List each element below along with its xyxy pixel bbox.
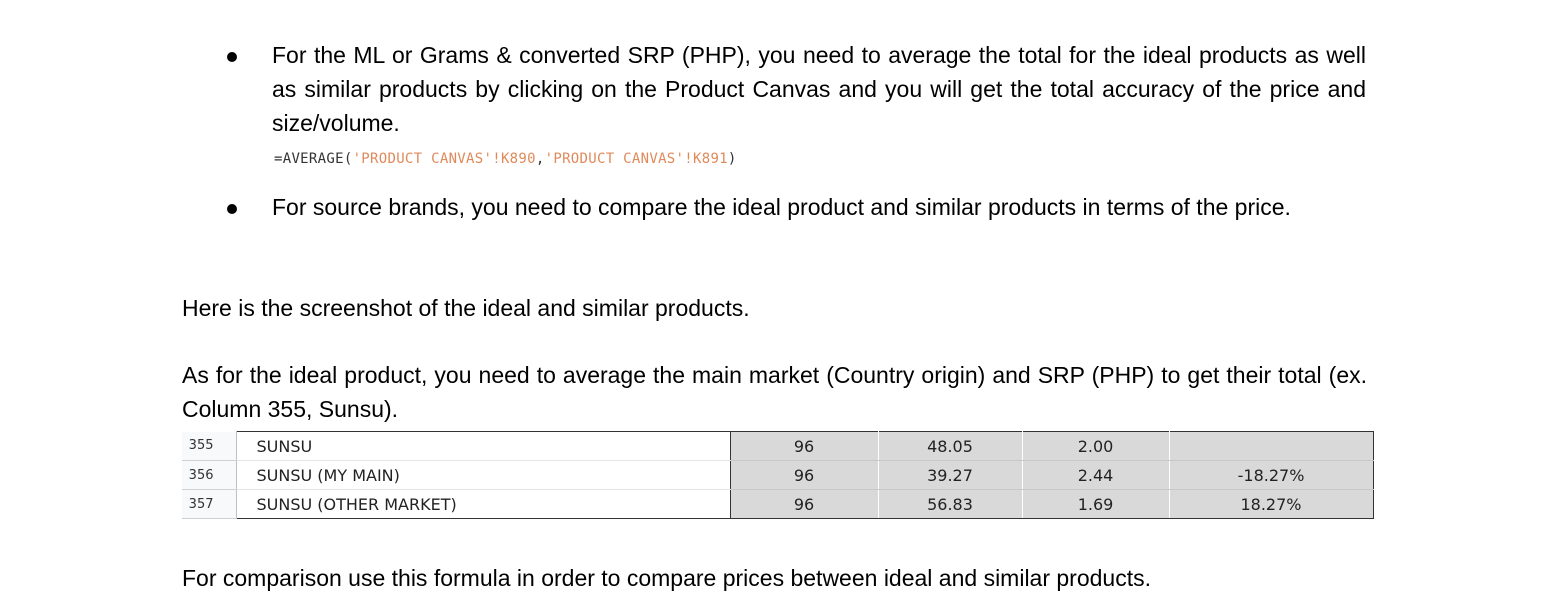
value-cell: 56.83 xyxy=(878,489,1023,519)
value-cell: 48.05 xyxy=(878,431,1023,461)
formula-close: ) xyxy=(727,151,737,167)
formula-function: =AVERAGE( xyxy=(274,151,353,167)
table-row: 355 SUNSU 96 48.05 2.00 xyxy=(182,431,1374,461)
value-cell: 2.00 xyxy=(1022,431,1170,461)
value-cell: 96 xyxy=(730,489,879,519)
bullet-text: For source brands, you need to compare t… xyxy=(272,194,1291,220)
product-name-cell: SUNSU xyxy=(236,431,731,461)
formula-separator: , xyxy=(535,151,545,167)
bullet-dot-icon xyxy=(227,204,237,214)
formula-ref-2: 'PRODUCT CANVAS'!K891 xyxy=(544,151,728,167)
bullet-item-source-brands: For source brands, you need to compare t… xyxy=(227,190,1366,224)
spreadsheet-snippet: 355 SUNSU 96 48.05 2.00 356 SUNSU (MY MA… xyxy=(182,431,1374,519)
value-cell: 1.69 xyxy=(1022,489,1170,519)
value-cell: -18.27% xyxy=(1169,460,1374,490)
screenshot-intro-paragraph: Here is the screenshot of the ideal and … xyxy=(182,295,750,321)
ideal-product-paragraph: As for the ideal product, you need to av… xyxy=(182,362,1367,422)
product-name-cell: SUNSU (MY MAIN) xyxy=(236,460,731,490)
formula-text: =AVERAGE('PRODUCT CANVAS'!K890,'PRODUCT … xyxy=(274,151,737,167)
table-row: 357 SUNSU (OTHER MARKET) 96 56.83 1.69 1… xyxy=(182,489,1374,519)
value-cell: 96 xyxy=(730,460,879,490)
row-number: 355 xyxy=(182,431,237,461)
product-name-cell: SUNSU (OTHER MARKET) xyxy=(236,489,731,519)
value-cell: 2.44 xyxy=(1022,460,1170,490)
table-row: 356 SUNSU (MY MAIN) 96 39.27 2.44 -18.27… xyxy=(182,460,1374,490)
formula-ref-1: 'PRODUCT CANVAS'!K890 xyxy=(352,151,536,167)
bullet-item-average: For the ML or Grams & converted SRP (PHP… xyxy=(227,38,1366,140)
value-cell: 39.27 xyxy=(878,460,1023,490)
comparison-paragraph: For comparison use this formula in order… xyxy=(182,565,1151,591)
row-number: 356 xyxy=(182,460,237,490)
value-cell: 18.27% xyxy=(1169,489,1374,519)
row-number: 357 xyxy=(182,489,237,519)
bullet-dot-icon xyxy=(227,52,237,62)
bullet-text: For the ML or Grams & converted SRP (PHP… xyxy=(272,42,1366,136)
value-cell: 96 xyxy=(730,431,879,461)
value-cell xyxy=(1169,431,1374,461)
